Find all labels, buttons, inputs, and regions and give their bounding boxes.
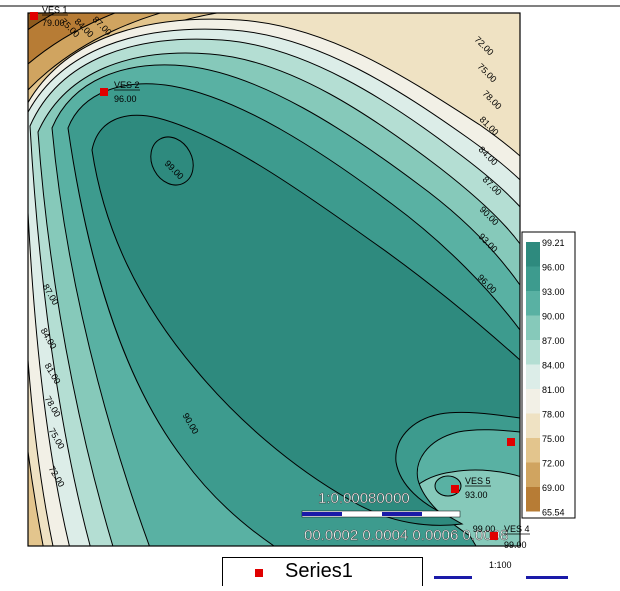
colorbar-label: 78.00 (542, 410, 565, 420)
colorbar-swatch (526, 389, 540, 414)
colorbar-label: 65.54 (542, 508, 565, 518)
map-scale-bar: 1:0.00080000 00.0002 0.0004 0.0006 0.000… (301, 490, 509, 544)
colorbar-swatch (526, 462, 540, 487)
colorbar-swatch (526, 266, 540, 291)
station: VES 2 96.00 (100, 80, 140, 104)
colorbar-swatch (526, 364, 540, 389)
station-marker (30, 12, 38, 20)
station-value: 79.00 (42, 18, 65, 28)
station-name: VES 2 (114, 80, 140, 90)
station-marker (100, 88, 108, 96)
legend-label: Series1 (285, 560, 353, 582)
legend: Series1 (222, 557, 423, 586)
colorbar-label: 99.21 (542, 238, 565, 248)
peak-contour (150, 136, 194, 186)
station: VES 5 93.00 (451, 476, 491, 500)
secondary-scale-segment (472, 576, 526, 579)
station-value: 99.00 (504, 540, 527, 550)
map-frame (27, 12, 521, 547)
colorbar-label: 87.00 (542, 336, 565, 346)
colorbar-label: 81.00 (542, 385, 565, 395)
colorbar-swatch (526, 340, 540, 365)
station: VES 1 79.00 (30, 5, 68, 28)
colorbar-label: 90.00 (542, 312, 565, 322)
secondary-scale-label: 1:100 (489, 560, 512, 570)
colorbar-label: 84.00 (542, 361, 565, 371)
colorbar-label: 96.00 (542, 263, 565, 273)
colorbar-label: 69.00 (542, 483, 565, 493)
colorbar-label: 93.00 (542, 287, 565, 297)
colorbar-swatch (526, 413, 540, 438)
colorbar-swatch (526, 487, 540, 512)
band-99-main (91, 114, 520, 526)
station-name: VES 1 (42, 5, 68, 15)
colorbar-swatch (526, 438, 540, 463)
contour-label: 99.00 (473, 524, 496, 534)
station: VES 4 99.00 (490, 524, 530, 550)
station-marker (451, 485, 459, 493)
station-name: VES 5 (465, 476, 491, 486)
colorbar-label: 75.00 (542, 434, 565, 444)
colorbar-swatch (526, 291, 540, 316)
map-scale-ticks: 00.0002 0.0004 0.0006 0.0008 (304, 527, 508, 544)
station-name: VES 4 (504, 524, 530, 534)
map-scale-text: 1:0.00080000 (318, 490, 410, 507)
station-marker (507, 438, 515, 446)
secondary-scale: 1:100 (432, 560, 572, 586)
colorbar-swatch (526, 315, 540, 340)
station-marker (490, 532, 498, 540)
colorbar-swatch (526, 242, 540, 267)
station-value: 93.00 (465, 490, 488, 500)
colorbar: 99.21 96.00 93.00 90.00 87.00 84.00 81.00 78.00… (521, 231, 576, 519)
stations: VES 1 79.00 VES 2 96.00 VES 5 93.00 VES 4 99.00 (30, 5, 530, 550)
colorbar-label: 72.00 (542, 459, 565, 469)
legend-marker (255, 569, 263, 577)
station-value: 96.00 (114, 94, 137, 104)
